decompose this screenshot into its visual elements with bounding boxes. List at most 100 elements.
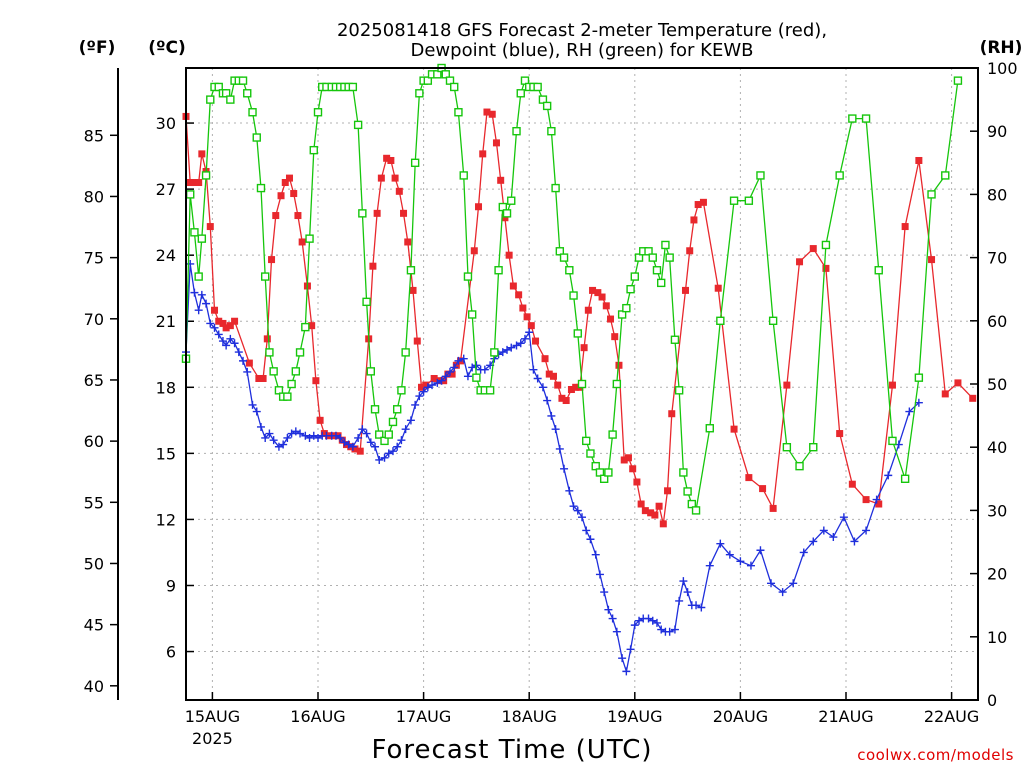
rh-point-107 [648, 253, 657, 262]
dewpoint-point-96 [600, 588, 609, 597]
temperature-point-95 [633, 478, 641, 486]
rh-point-113 [674, 386, 684, 395]
rh-point-17 [252, 133, 261, 142]
dewpoint-point-22 [274, 442, 283, 451]
dewpoint-point-131 [829, 533, 838, 542]
temperature-point-73 [532, 337, 540, 345]
temperature-point-93 [624, 454, 632, 462]
rh-point-58 [433, 70, 442, 79]
dewpoint-point-87 [560, 464, 569, 473]
dewpoint-point-40 [354, 433, 363, 442]
rh-point-11 [226, 95, 235, 104]
dewpoint-point-2 [190, 288, 199, 297]
rh-point-119 [716, 316, 725, 325]
rh-point-88 [565, 266, 574, 275]
temperature-point-1 [186, 179, 194, 187]
rh-point-117 [691, 506, 701, 515]
dewpoint-point-74 [503, 345, 512, 354]
dewpoint-point-125 [767, 579, 776, 588]
temperature-point-24 [298, 238, 306, 246]
rh-point-92 [582, 436, 591, 446]
temperature-point-39 [369, 262, 377, 270]
rh-point-5 [201, 171, 211, 180]
rh-point-27 [295, 348, 305, 357]
rh-point-89 [569, 291, 578, 300]
rh-tick-label-90: 90 [987, 122, 1007, 141]
dewpoint-point-64 [459, 354, 468, 363]
dewpoint-point-128 [799, 548, 808, 557]
rh-point-71 [490, 348, 499, 357]
rh-point-114 [679, 468, 688, 477]
rh-point-84 [547, 126, 556, 136]
rh-point-53 [410, 158, 420, 168]
temperature-point-121 [875, 500, 883, 508]
rh-point-76 [512, 126, 521, 136]
temperature-point-100 [655, 502, 663, 510]
rh-tick-label-60: 60 [987, 312, 1007, 331]
dewpoint-point-139 [914, 398, 923, 407]
dewpoint-point-53 [411, 400, 420, 409]
rh-point-4 [197, 234, 207, 243]
dewpoint-point-30 [309, 431, 318, 440]
temperature-point-36 [351, 445, 359, 453]
rh-tick-label-30: 30 [987, 501, 1007, 520]
dewpoint-point-132 [839, 513, 848, 522]
temperature-point-26 [308, 322, 316, 330]
dewpoint-point-63 [454, 356, 463, 365]
celsius-unit-label: (ºC) [148, 38, 186, 58]
dewpoint-point-11 [226, 334, 235, 343]
dewpoint-point-81 [533, 374, 542, 383]
temperature-point-80 [567, 386, 575, 394]
temperature-point-2 [190, 179, 198, 187]
dewpoint-point-43 [366, 438, 375, 447]
temperature-point-79 [562, 397, 570, 405]
dewpoint-point-134 [862, 526, 871, 535]
dewpoint-point-119 [705, 561, 714, 570]
rh-point-10 [221, 89, 231, 98]
dewpoint-point-21 [269, 436, 278, 445]
temperature-point-94 [629, 465, 637, 473]
rh-point-102 [626, 285, 635, 294]
dewpoint-point-86 [555, 444, 564, 453]
temperature-point-108 [699, 198, 707, 206]
dewpoint-point-24 [283, 433, 292, 442]
dewpoint-point-69 [480, 365, 489, 374]
temperature-point-20 [281, 179, 289, 187]
temperature-point-37 [356, 447, 364, 455]
rh-point-62 [450, 82, 459, 92]
temperature-point-103 [668, 410, 676, 418]
temperature-point-9 [219, 319, 227, 327]
dewpoint-point-51 [401, 425, 410, 434]
dewpoint-point-76 [512, 341, 521, 350]
temperature-point-49 [413, 337, 421, 345]
temperature-point-29 [320, 430, 328, 438]
temperature-point-96 [637, 500, 645, 508]
dewpoint-point-47 [384, 449, 393, 458]
rh-point-116 [687, 499, 697, 509]
rh-point-97 [604, 468, 613, 477]
dewpoint-point-14 [239, 356, 248, 365]
temperature-point-78 [558, 394, 566, 402]
dewpoint-point-65 [463, 372, 472, 381]
dewpoint-point-97 [604, 605, 613, 614]
rh-point-101 [622, 303, 631, 313]
fahrenheit-tick-label-70: 70 [84, 310, 104, 329]
temperature-point-74 [541, 355, 549, 363]
temperature-point-101 [659, 520, 667, 528]
temperature-point-7 [211, 306, 219, 314]
temperature-point-113 [769, 504, 777, 512]
rh-point-40 [353, 120, 363, 130]
temperature-point-72 [527, 322, 535, 330]
temperature-point-91 [615, 361, 623, 369]
x-tick-label-3: 18AUG [501, 707, 556, 726]
rh-point-115 [683, 487, 692, 496]
dewpoint-point-135 [872, 495, 881, 504]
temperature-point-107 [694, 201, 702, 209]
dewpoint-point-118 [697, 603, 706, 612]
rh-point-14 [238, 76, 248, 85]
temperature-point-65 [497, 176, 505, 184]
temperature-point-40 [373, 209, 381, 217]
temperature-point-10 [222, 324, 230, 332]
rh-point-41 [358, 209, 367, 218]
